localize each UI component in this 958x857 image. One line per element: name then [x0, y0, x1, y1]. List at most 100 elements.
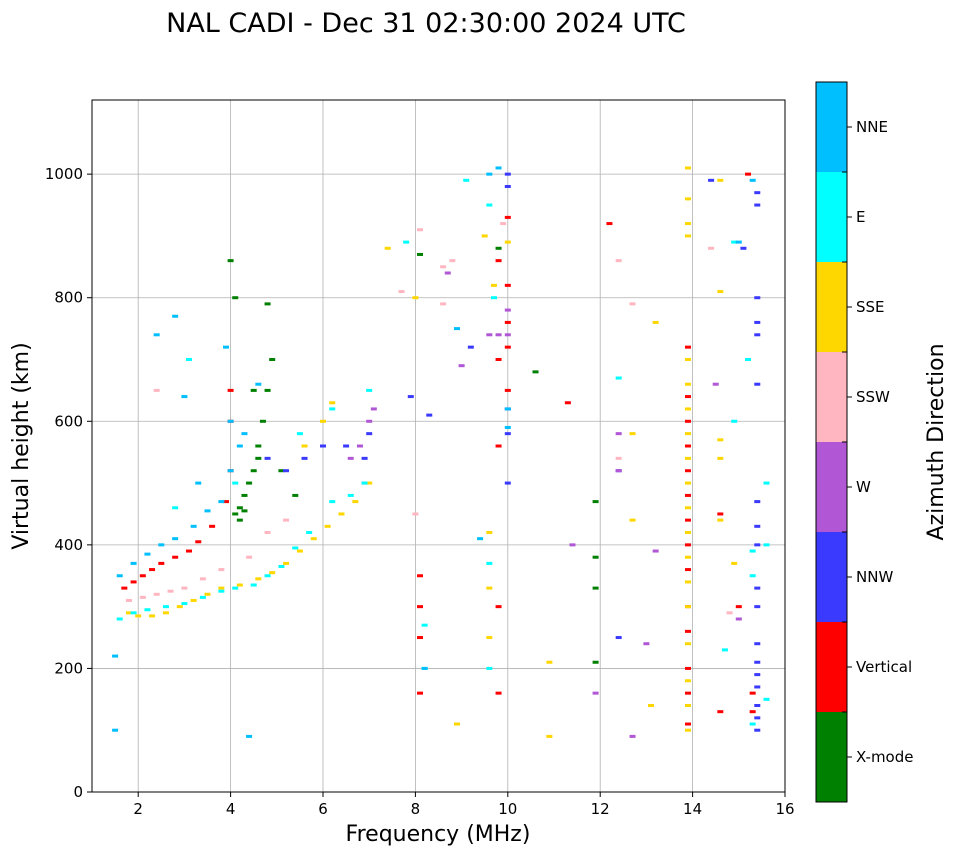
data-point-nne [477, 537, 484, 541]
data-point-nnw [264, 456, 271, 460]
data-point-e [199, 595, 206, 599]
data-point-x-mode [592, 660, 599, 664]
data-point-e [306, 531, 313, 534]
colorbar-label: NNW [856, 568, 893, 586]
data-point-nnw [708, 178, 715, 182]
data-point-sse [684, 407, 691, 411]
colorbar-segment [816, 712, 847, 802]
data-point-vertical [564, 401, 571, 405]
data-point-vertical [417, 636, 424, 640]
data-point-vertical [684, 395, 691, 399]
data-point-vertical [684, 345, 691, 349]
data-point-vertical [684, 493, 691, 497]
data-point-e [347, 493, 354, 497]
data-point-sse [296, 549, 303, 553]
data-point-ssw [181, 586, 188, 590]
data-point-sse [486, 636, 493, 640]
y-tick-label: 600 [54, 412, 83, 430]
data-point-e [162, 605, 169, 609]
data-point-x-mode [264, 388, 271, 392]
data-point-ssw [440, 265, 447, 269]
data-point-sse [310, 537, 317, 541]
data-point-vertical [130, 580, 137, 584]
data-point-vertical [495, 259, 502, 263]
data-point-sse [481, 234, 488, 238]
data-point-nne [218, 500, 225, 504]
data-point-sse [269, 571, 276, 575]
data-point-sse [486, 531, 493, 534]
data-point-vertical [495, 358, 502, 361]
data-point-ssw [246, 555, 253, 559]
data-point-nne [749, 178, 756, 182]
data-point-vertical [745, 172, 752, 176]
data-point-sse [546, 660, 553, 664]
data-point-ssw [449, 259, 456, 263]
data-point-vertical [606, 222, 613, 226]
data-point-e [763, 543, 770, 547]
data-point-nne [144, 552, 151, 556]
data-point-vertical [495, 691, 502, 695]
data-point-vertical [684, 518, 691, 522]
data-point-nnw [754, 716, 761, 720]
data-point-nne [204, 509, 211, 513]
data-point-nnw [754, 605, 761, 609]
data-point-w [504, 308, 511, 312]
data-point-sse [301, 444, 308, 448]
data-point-x-mode [246, 481, 253, 485]
data-point-nne [504, 407, 511, 411]
plot-frame [91, 99, 786, 793]
data-point-nne [504, 425, 511, 429]
colorbar-label: NNE [856, 118, 888, 136]
data-point-nne [227, 469, 234, 473]
colorbar-segment [816, 82, 847, 172]
data-point-nnw [361, 456, 368, 460]
y-tick-label: 400 [54, 536, 83, 554]
data-point-x-mode [232, 512, 239, 516]
data-point-e [486, 203, 493, 207]
x-tick-label: 12 [591, 800, 610, 818]
data-point-w [444, 271, 451, 275]
colorbar-segment [816, 262, 847, 352]
data-point-nnw [407, 395, 414, 399]
data-point-x-mode [236, 506, 243, 510]
data-point-sse [125, 611, 132, 615]
data-point-nne [172, 314, 179, 318]
data-point-ssw [708, 246, 715, 250]
data-point-sse [236, 583, 243, 587]
data-point-vertical [504, 388, 511, 392]
data-point-e [749, 722, 756, 726]
data-point-nne [158, 543, 165, 547]
data-point-nnw [301, 456, 308, 460]
data-point-ssw [417, 228, 424, 232]
data-point-sse [218, 586, 225, 590]
data-point-nnw [504, 185, 511, 188]
data-point-vertical [495, 605, 502, 609]
data-point-nnw [754, 660, 761, 664]
data-point-ssw [726, 611, 733, 615]
data-point-sse [684, 580, 691, 584]
x-axis-ticks: 2 4 6 8 10 12 14 16 [133, 792, 795, 818]
data-point-e [181, 602, 188, 606]
data-point-sse [283, 561, 290, 565]
data-point-vertical [717, 512, 724, 516]
data-point-sse [684, 197, 691, 201]
x-axis-label: Frequency (MHz) [346, 822, 531, 847]
data-point-e [721, 648, 728, 652]
data-point-sse [162, 611, 169, 615]
data-point-vertical [139, 574, 146, 578]
colorbar-label: SSE [856, 298, 885, 316]
data-point-e [232, 481, 239, 485]
data-point-sse [684, 456, 691, 460]
data-point-nne [172, 537, 179, 541]
data-point-nne [190, 524, 197, 528]
data-point-sse [324, 524, 331, 528]
data-point-ssw [412, 512, 419, 516]
data-point-e [403, 240, 410, 244]
chart-title: NAL CADI - Dec 31 02:30:00 2024 UTC [166, 8, 686, 39]
data-point-sse [731, 561, 738, 565]
data-point-vertical [209, 524, 216, 528]
data-point-nnw [754, 673, 761, 677]
data-point-e [186, 358, 193, 361]
data-point-vertical [749, 691, 756, 695]
data-point-nnw [615, 636, 622, 640]
